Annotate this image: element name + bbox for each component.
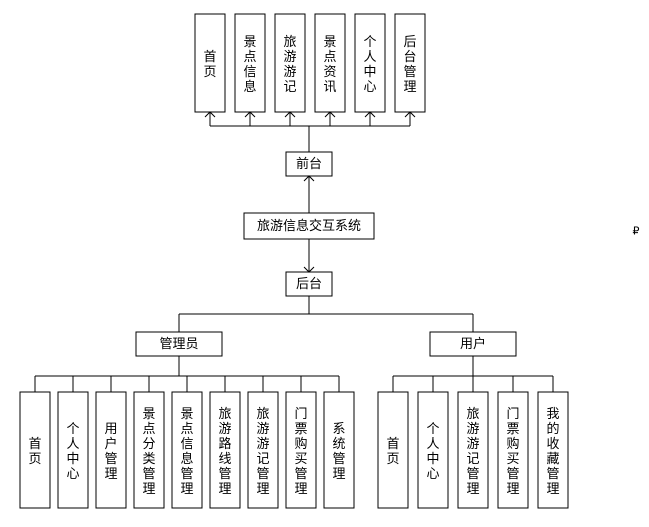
front-item-label: 首页 [203, 49, 216, 79]
user-item-label: 首页 [386, 436, 399, 466]
front-item-label: 个人中心 [363, 34, 376, 94]
user-item-label: 旅游游记管理 [466, 406, 479, 496]
diagram-canvas: 旅游信息交互系统前台首页景点信息旅游游记景点资讯个人中心后台管理后台管理员用户首… [0, 0, 649, 527]
admin-item-label: 景点分类管理 [142, 406, 155, 496]
back-label: 后台 [296, 276, 322, 291]
front-item-label: 景点资讯 [323, 34, 336, 94]
corner-mark: ₽ [633, 226, 640, 238]
user-item-label: 门票购买管理 [506, 406, 519, 496]
admin-item-label: 个人中心 [66, 421, 79, 481]
front-item-label: 景点信息 [243, 34, 256, 94]
user-label: 用户 [460, 336, 486, 351]
front-label: 前台 [296, 156, 322, 171]
admin-item-label: 首页 [28, 436, 41, 466]
admin-item-label: 用户管理 [104, 421, 117, 481]
user-item-label: 我的收藏管理 [546, 406, 559, 496]
front-item-label: 后台管理 [403, 34, 416, 94]
admin-item-label: 景点信息管理 [180, 406, 193, 496]
center-label: 旅游信息交互系统 [257, 218, 361, 233]
admin-label: 管理员 [159, 336, 198, 351]
admin-item-label: 旅游游记管理 [256, 406, 269, 496]
front-item-label: 旅游游记 [283, 34, 296, 94]
admin-item-label: 门票购买管理 [294, 406, 307, 496]
admin-item-label: 旅游路线管理 [218, 406, 231, 496]
admin-item-label: 系统管理 [332, 421, 345, 481]
user-item-label: 个人中心 [426, 421, 439, 481]
